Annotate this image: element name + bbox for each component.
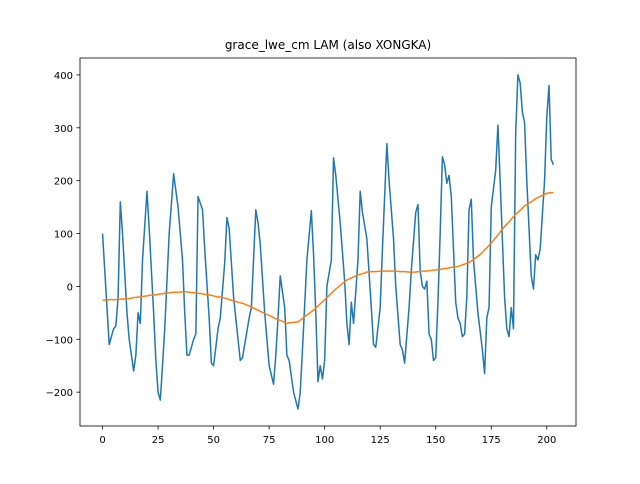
x-tick-label: 50 [207, 435, 220, 446]
x-tick-label: 75 [263, 435, 276, 446]
series-line [101, 74, 555, 410]
chart-title: grace_lwe_cm LAM (also XONGKA) [225, 38, 431, 52]
x-tick-label: 0 [99, 435, 105, 446]
y-tick-label: −100 [46, 335, 73, 346]
x-tick-label: 175 [482, 435, 501, 446]
y-tick-label: 300 [54, 124, 73, 135]
x-tick-label: 125 [371, 435, 390, 446]
x-tick-label: 25 [152, 435, 165, 446]
y-tick-label: −200 [46, 388, 73, 399]
y-tick-label: 200 [54, 177, 73, 188]
series-line [102, 191, 554, 325]
y-tick-label: 100 [54, 230, 73, 241]
x-tick-label: 100 [315, 435, 334, 446]
x-tick-label: 200 [537, 435, 556, 446]
plot-frame [79, 57, 577, 427]
y-tick-label: 0 [67, 282, 73, 293]
y-tick-label: 400 [54, 71, 73, 82]
x-tick-label: 150 [426, 435, 445, 446]
